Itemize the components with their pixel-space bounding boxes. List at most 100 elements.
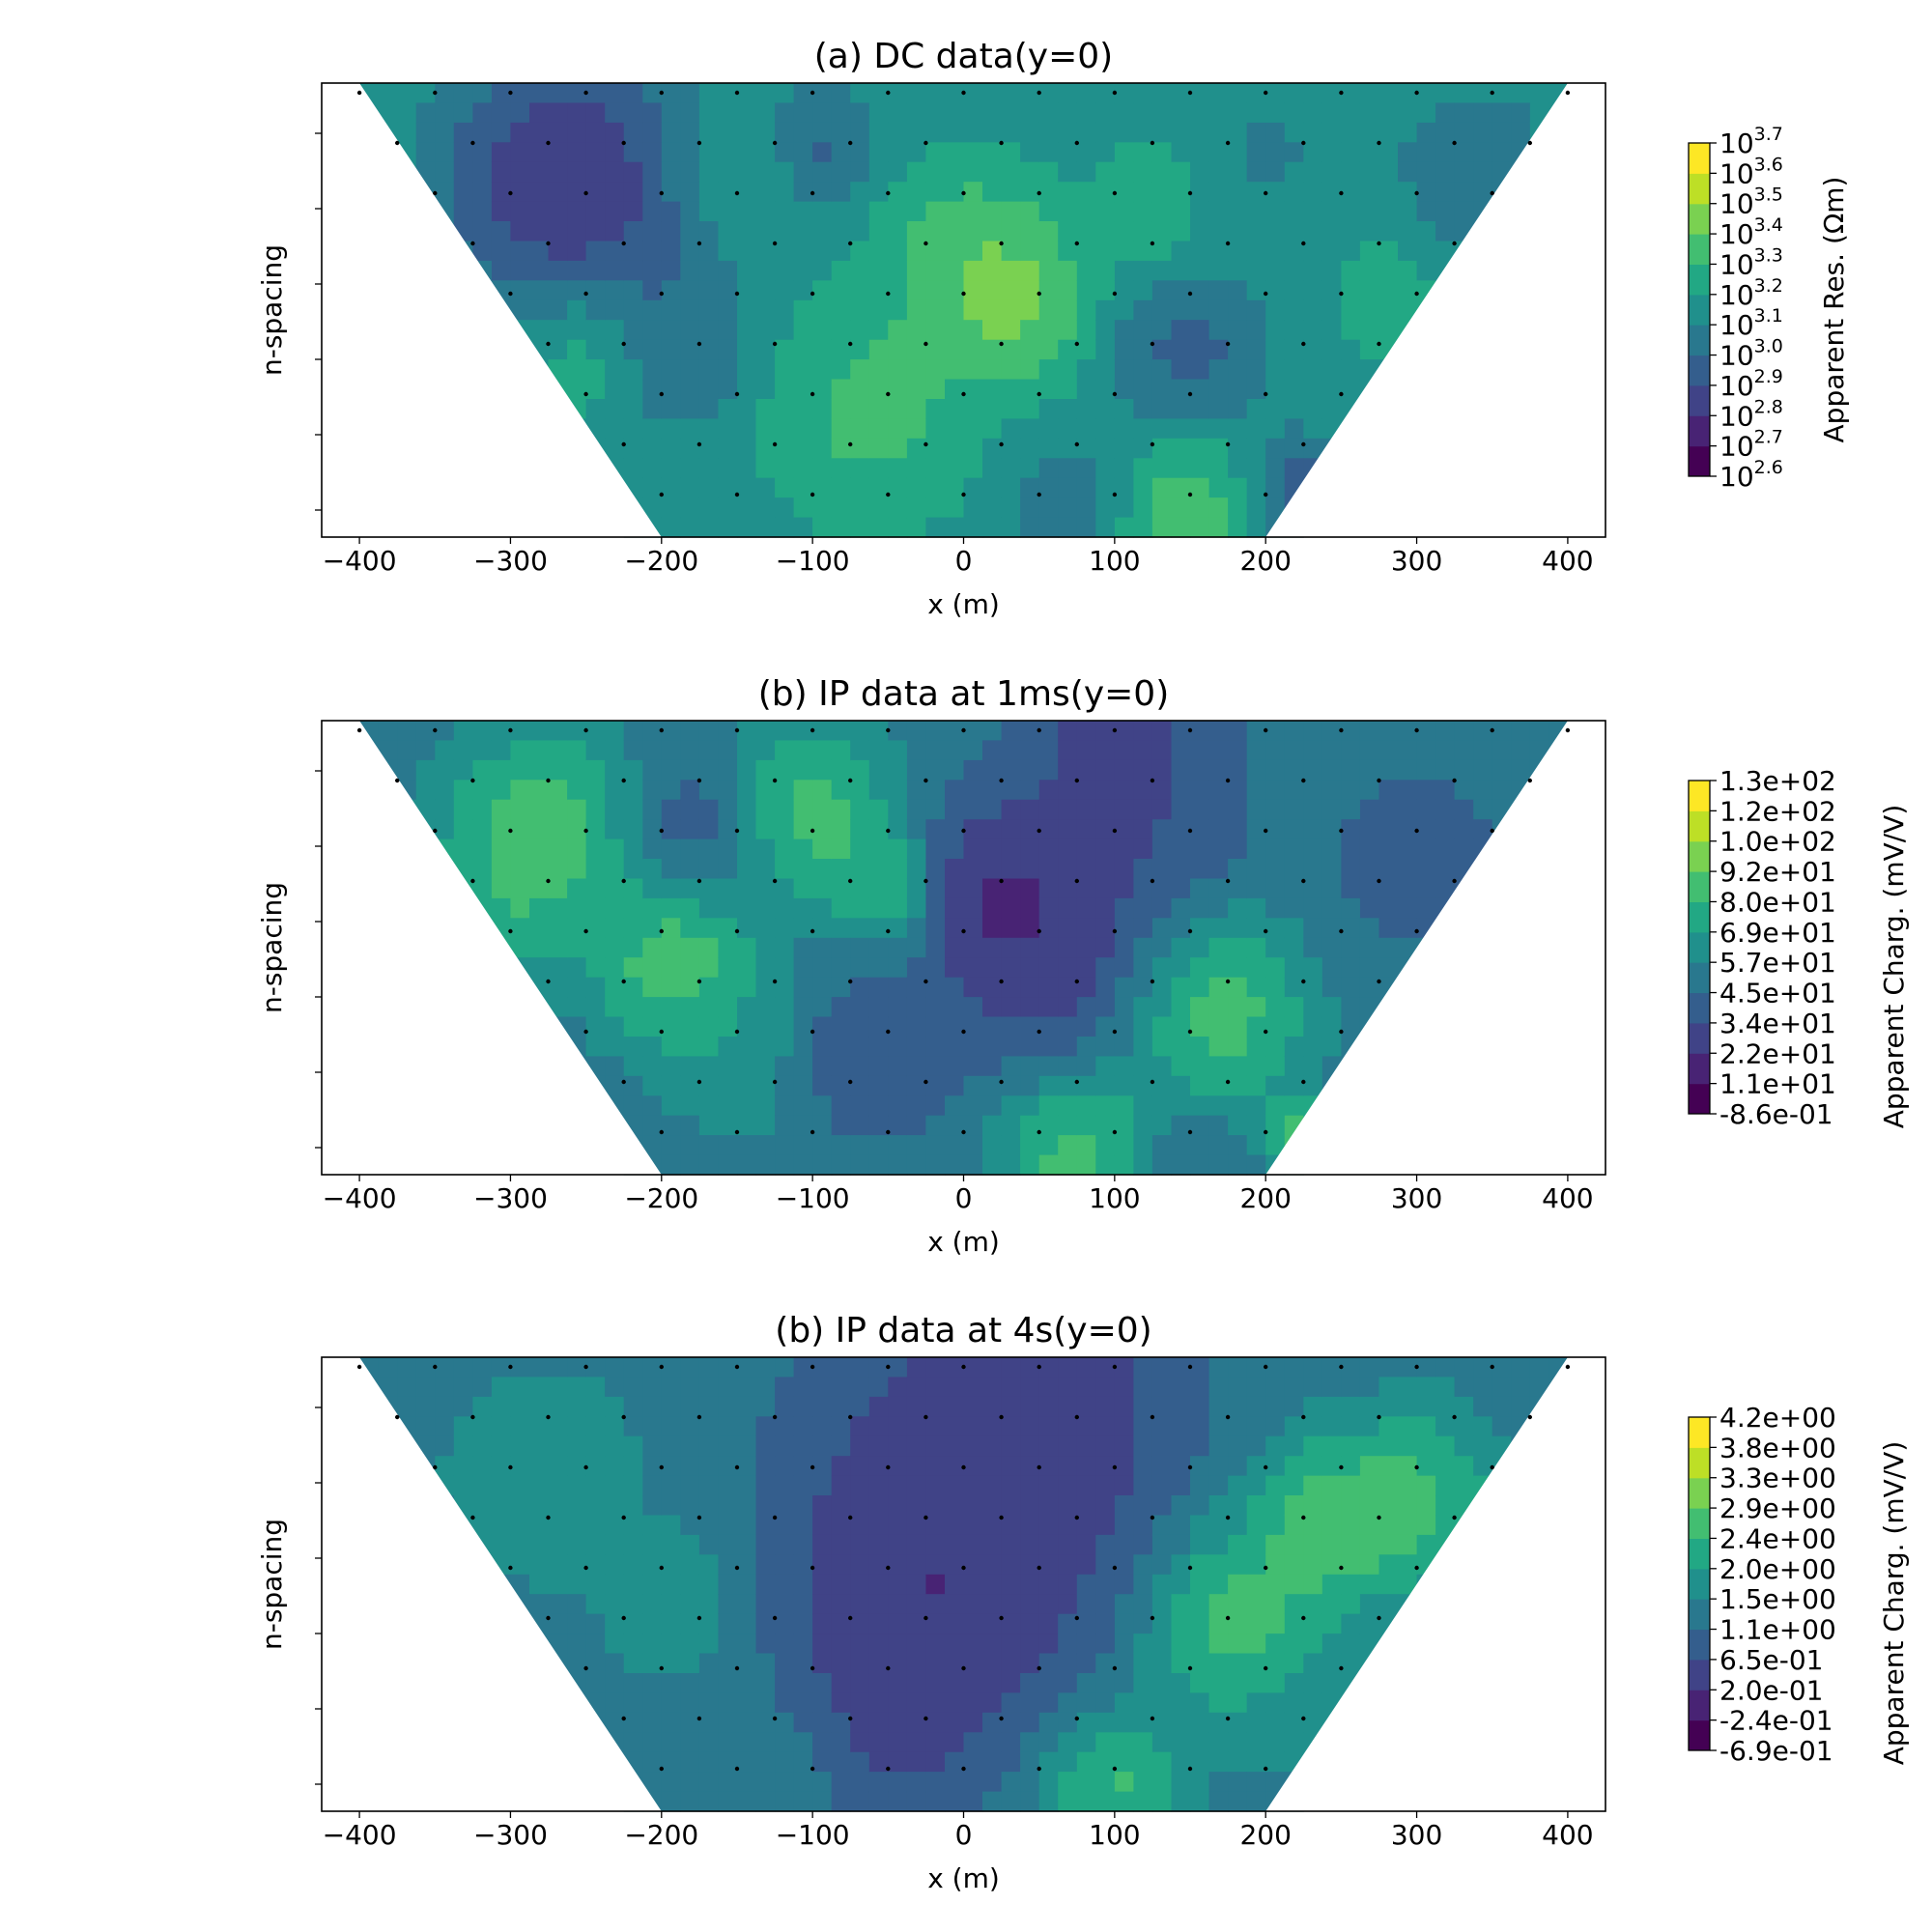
contour-cell (661, 1554, 681, 1576)
contour-cell (1378, 241, 1399, 262)
contour-cell (925, 122, 946, 143)
contour-cell (623, 102, 643, 124)
contour-cell (945, 1712, 965, 1733)
contour-cell (1208, 838, 1229, 860)
data-point (961, 291, 966, 297)
contour-cell (755, 977, 776, 998)
data-point (1112, 190, 1118, 196)
contour-cell (1208, 819, 1229, 840)
contour-cell (982, 1495, 1003, 1516)
contour-cell (1341, 1653, 1361, 1674)
contour-cell (888, 1791, 908, 1812)
data-point (1037, 90, 1041, 96)
contour-cell (1001, 320, 1021, 341)
contour-cell (1398, 780, 1418, 801)
contour-cell (1265, 1435, 1286, 1457)
colorbar-band (1689, 1417, 1710, 1448)
contour-cell (925, 221, 946, 242)
contour-cell (1038, 379, 1059, 400)
x-tick-label: 400 (1542, 545, 1593, 577)
contour-cell (1341, 1634, 1361, 1655)
contour-cell (793, 740, 813, 761)
contour-cell (963, 1732, 983, 1753)
contour-cell (945, 1037, 965, 1057)
contour-cell (567, 878, 587, 899)
contour-cell (1171, 1357, 1191, 1378)
contour-cell (868, 1534, 889, 1555)
contour-cell (1454, 122, 1474, 143)
contour-cell (1454, 1435, 1474, 1457)
contour-cell (1190, 182, 1210, 203)
colorbar-label: Apparent Res. (Ωm) (1818, 177, 1850, 443)
contour-cell (1208, 1475, 1229, 1496)
contour-cell (1133, 1377, 1153, 1398)
contour-cell (1208, 438, 1229, 459)
contour-cell (1473, 799, 1493, 820)
contour-cell (1208, 1435, 1229, 1457)
contour-cell (906, 819, 926, 840)
contour-cell (1321, 721, 1342, 741)
contour-cell (585, 859, 606, 879)
contour-cell (1190, 1791, 1210, 1812)
contour-cell (1171, 1396, 1191, 1417)
contour-cell (605, 878, 625, 899)
contour-cell (585, 379, 606, 400)
contour-cell (1321, 838, 1342, 860)
data-point (508, 1364, 513, 1370)
contour-cell (1265, 1475, 1286, 1496)
contour-cell (1246, 878, 1266, 899)
contour-cell (1020, 1115, 1040, 1136)
contour-cell (1001, 458, 1021, 479)
contour-cell (1208, 458, 1229, 479)
contour-cell (793, 1534, 813, 1555)
contour-cell (1435, 819, 1456, 840)
data-point (886, 828, 891, 834)
contour-cell (737, 1732, 757, 1753)
contour-cell (1076, 1135, 1096, 1156)
contour-cell (831, 1692, 851, 1714)
contour-cell (1038, 1692, 1059, 1714)
contour-cell (605, 1515, 625, 1536)
contour-cell (1454, 1357, 1474, 1378)
contour-cell (775, 1673, 795, 1693)
contour-cell (925, 1653, 946, 1674)
contour-cell (1171, 1135, 1191, 1156)
data-point (848, 1615, 853, 1621)
data-point (999, 979, 1004, 984)
x-tick-label: 0 (955, 1182, 973, 1214)
contour-cell (1076, 102, 1096, 124)
contour-cell (661, 838, 681, 860)
contour-cell (1359, 721, 1379, 741)
contour-cell (868, 1495, 889, 1516)
contour-cell (623, 221, 643, 242)
data-point (621, 1716, 626, 1721)
contour-cell (737, 897, 757, 919)
contour-cell (775, 1357, 795, 1378)
contour-cell (1398, 1475, 1418, 1496)
contour-cell (1208, 780, 1229, 801)
contour-cell (605, 418, 625, 440)
contour-cell (755, 280, 776, 301)
contour-cell (1208, 957, 1229, 979)
contour-cell (1228, 1751, 1248, 1773)
x-tick-label: −100 (776, 1819, 850, 1851)
contour-cell (888, 1095, 908, 1117)
data-point (546, 341, 551, 347)
contour-cell (850, 859, 870, 879)
contour-cell (1341, 280, 1361, 301)
contour-cell (925, 1574, 946, 1595)
contour-cell (737, 1673, 757, 1693)
data-point (734, 391, 740, 397)
contour-cell (831, 1075, 851, 1096)
contour-cell (1303, 1456, 1323, 1477)
contour-cell (925, 517, 946, 538)
contour-cell (755, 1594, 776, 1615)
data-point (1037, 1665, 1041, 1671)
contour-cell (1020, 359, 1040, 381)
contour-cell (850, 1357, 870, 1378)
contour-cell (453, 759, 473, 781)
contour-cell (529, 161, 550, 183)
contour-cell (1378, 878, 1399, 899)
contour-cell (945, 1075, 965, 1096)
contour-cell (1076, 1634, 1096, 1655)
